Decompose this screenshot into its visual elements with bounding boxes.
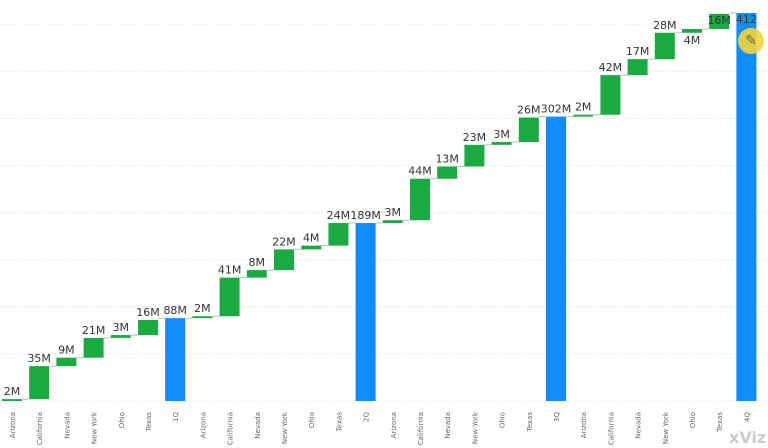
bar-increase <box>654 32 675 60</box>
data-label: 16M <box>707 14 731 27</box>
edit-button[interactable]: ✎ <box>738 28 764 54</box>
bar-increase <box>138 320 158 336</box>
bar-increase <box>2 399 22 401</box>
total-label: 189M <box>350 209 381 222</box>
bar-increase <box>518 117 539 143</box>
bar-increase <box>491 142 512 145</box>
bar-increase <box>274 249 294 271</box>
data-label: 16M <box>136 306 160 319</box>
category-label: California <box>607 412 615 445</box>
data-label: 41M <box>218 264 242 277</box>
category-label: 3Q <box>553 412 561 422</box>
category-label: 4Q <box>743 412 751 422</box>
category-label: Texas <box>526 412 534 433</box>
bar-increase <box>83 337 104 358</box>
category-label: Arizona <box>580 412 588 438</box>
bar-increase <box>437 166 458 179</box>
data-label: 3M <box>385 206 402 219</box>
bar-increase <box>301 245 322 250</box>
category-label: Arizona <box>199 412 207 438</box>
data-label: 17M <box>626 45 650 58</box>
data-label: 2M <box>194 302 211 315</box>
category-label: 2Q <box>363 412 371 422</box>
bar-total <box>546 116 566 402</box>
category-label: California <box>227 412 235 445</box>
data-label: 2M <box>4 385 21 398</box>
data-label: 35M <box>27 352 51 365</box>
category-label: Nevada <box>444 412 452 439</box>
bar-increase <box>682 29 702 33</box>
category-label: New York <box>91 411 99 444</box>
total-label: 302M <box>541 103 572 116</box>
bar-increase <box>709 13 730 30</box>
data-label: 42M <box>599 61 623 74</box>
data-label: 28M <box>653 19 677 32</box>
bar-total <box>736 13 757 401</box>
bar-increase <box>382 220 403 224</box>
category-label: Ohio <box>689 412 697 428</box>
category-label: California <box>36 412 44 445</box>
category-label: Nevada <box>635 412 643 439</box>
bar-increase <box>627 59 648 76</box>
category-label: Texas <box>335 412 343 433</box>
bar-increase <box>464 144 485 167</box>
category-label: California <box>417 412 425 445</box>
bar-increase <box>110 335 131 338</box>
data-label: 23M <box>463 131 487 144</box>
bar-increase <box>573 114 594 117</box>
data-label: 22M <box>272 235 296 248</box>
data-label: 44M <box>408 165 432 178</box>
bar-increase <box>219 277 240 317</box>
data-label: 21M <box>82 324 106 337</box>
category-label: Arizona <box>9 412 17 438</box>
data-label: 3M <box>493 128 510 141</box>
category-label: New York <box>471 411 479 444</box>
data-label: 24M <box>327 209 351 222</box>
bar-total <box>355 223 376 401</box>
bar-increase <box>328 223 349 246</box>
category-label: Texas <box>145 412 153 433</box>
bar-increase <box>29 366 50 400</box>
bar-total <box>165 318 186 401</box>
data-label: 2M <box>575 101 592 114</box>
category-label: New York <box>281 411 289 444</box>
bar-increase <box>246 270 267 278</box>
data-label: 9M <box>58 344 75 357</box>
data-label: 4M <box>684 34 701 47</box>
data-label: 3M <box>113 321 130 334</box>
category-label: Nevada <box>254 412 262 439</box>
data-label: 4M <box>303 232 320 245</box>
total-label: 88M <box>163 304 187 317</box>
pencil-icon: ✎ <box>745 33 757 49</box>
total-label: 412 <box>736 13 757 26</box>
bar-increase <box>600 75 621 115</box>
category-label: Texas <box>716 412 724 433</box>
category-label: 1Q <box>172 412 180 422</box>
category-label: Nevada <box>63 412 71 439</box>
category-label: Ohio <box>308 412 316 428</box>
category-label: New York <box>662 411 670 444</box>
bar-increase <box>410 178 430 221</box>
data-label: 26M <box>517 104 541 117</box>
category-label: Ohio <box>499 412 507 428</box>
watermark: xViz <box>729 428 767 447</box>
data-label: 8M <box>249 256 266 269</box>
bar-increase <box>56 357 77 367</box>
category-label: Arizona <box>390 412 398 438</box>
data-label: 13M <box>435 153 459 166</box>
category-label: Ohio <box>118 412 126 428</box>
bar-increase <box>192 316 213 319</box>
